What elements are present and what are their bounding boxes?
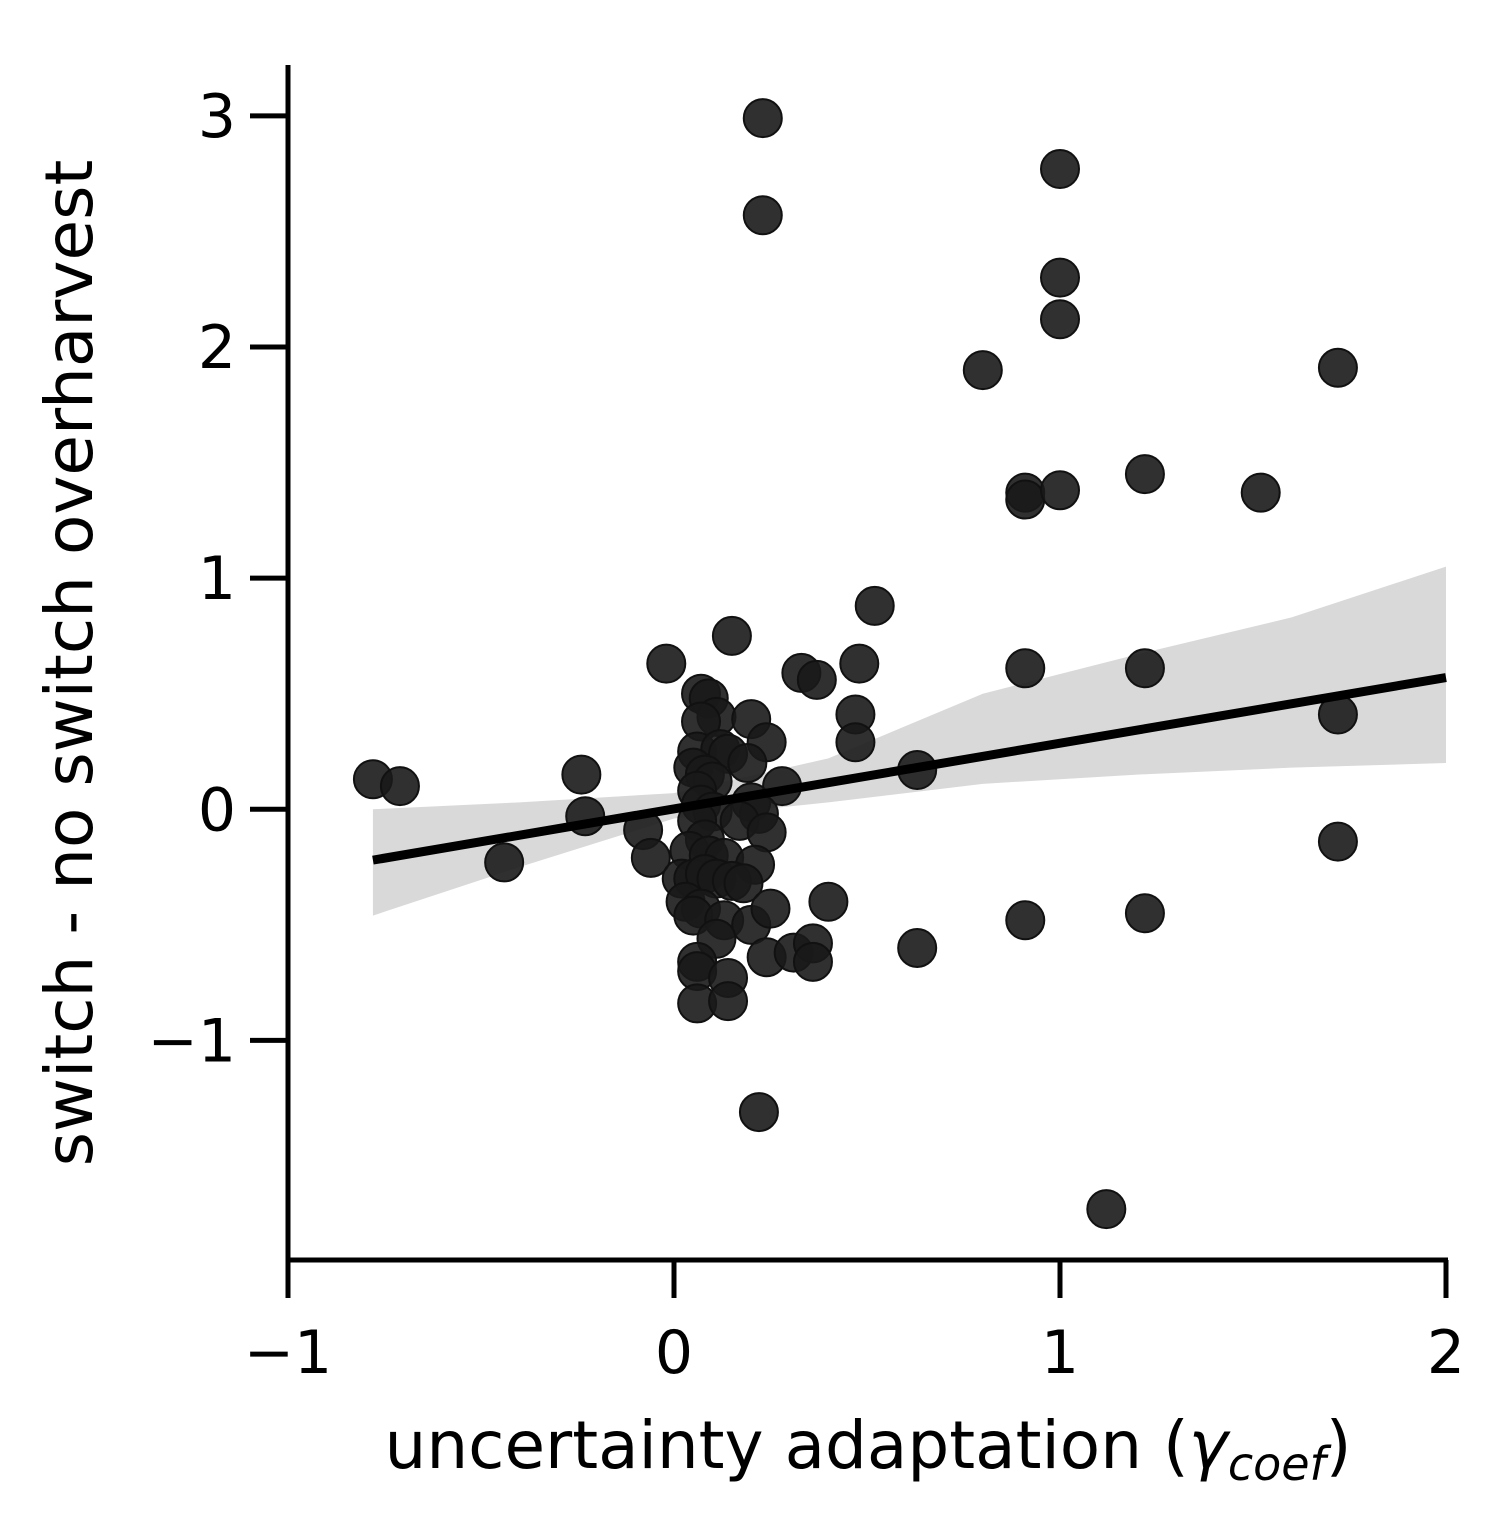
data-point bbox=[1240, 472, 1281, 513]
data-point bbox=[1086, 1189, 1127, 1230]
data-point bbox=[839, 643, 880, 684]
data-point bbox=[1040, 149, 1080, 190]
plot-area bbox=[352, 98, 1447, 1230]
data-point bbox=[1005, 900, 1046, 941]
data-point bbox=[742, 98, 783, 139]
data-point bbox=[561, 754, 602, 795]
data-point bbox=[1317, 821, 1358, 862]
data-point bbox=[792, 941, 833, 982]
y-tick-label: 0 bbox=[198, 775, 236, 845]
data-point bbox=[1040, 470, 1080, 511]
y-tick-label: −1 bbox=[148, 1006, 236, 1076]
data-point bbox=[1040, 299, 1080, 340]
data-point bbox=[835, 722, 876, 763]
data-point bbox=[1124, 893, 1165, 934]
data-point bbox=[379, 766, 420, 807]
x-tick-label: 2 bbox=[1427, 1318, 1465, 1388]
data-point bbox=[796, 659, 837, 700]
data-point bbox=[1124, 648, 1165, 689]
data-point bbox=[854, 585, 895, 626]
data-point bbox=[1005, 479, 1046, 520]
data-point bbox=[742, 195, 783, 236]
data-point bbox=[727, 743, 768, 784]
data-point bbox=[1005, 648, 1046, 689]
data-point bbox=[630, 837, 671, 878]
data-point bbox=[1124, 454, 1165, 495]
x-axis-label: uncertainty adaptation (γcoef) bbox=[385, 1407, 1352, 1491]
data-point bbox=[723, 863, 764, 904]
x-axis-ticks: −1 0 1 2 bbox=[244, 1260, 1465, 1388]
data-point bbox=[711, 615, 752, 656]
y-tick-label: 1 bbox=[198, 544, 236, 614]
data-point bbox=[962, 350, 1003, 391]
x-tick-label: 0 bbox=[655, 1318, 693, 1388]
data-points bbox=[352, 98, 1358, 1230]
data-point bbox=[738, 1092, 779, 1133]
y-tick-label: 3 bbox=[198, 82, 236, 152]
data-point bbox=[708, 981, 749, 1022]
data-point bbox=[1317, 347, 1358, 388]
x-tick-label: −1 bbox=[244, 1318, 332, 1388]
x-tick-label: 1 bbox=[1041, 1318, 1079, 1388]
data-point bbox=[897, 927, 938, 968]
data-point bbox=[750, 888, 791, 929]
y-axis-ticks: −1 0 1 2 3 bbox=[148, 82, 288, 1076]
regression-line bbox=[372, 673, 1447, 865]
confidence-band bbox=[372, 566, 1446, 916]
y-tick-label: 2 bbox=[198, 313, 236, 383]
y-axis-label: switch - no switch overharvest bbox=[31, 160, 108, 1167]
data-point bbox=[1040, 257, 1080, 298]
data-point bbox=[808, 881, 849, 922]
data-point bbox=[646, 643, 687, 684]
data-point bbox=[484, 842, 525, 883]
